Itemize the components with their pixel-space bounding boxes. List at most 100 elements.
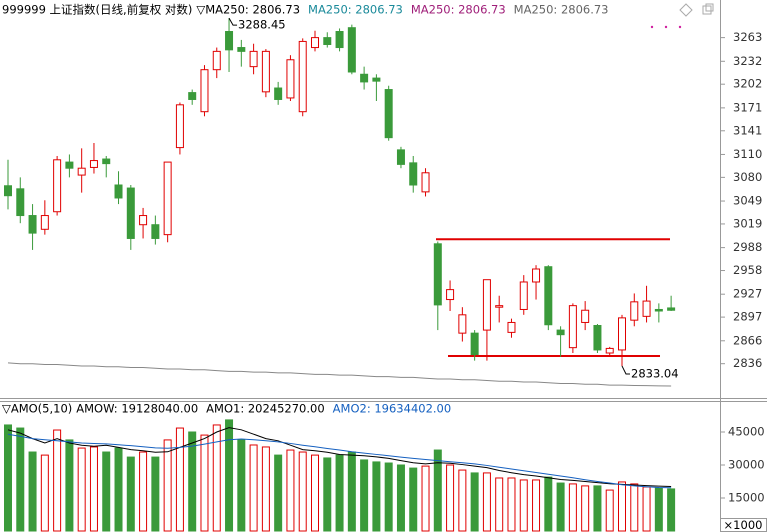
panel-title: 999999 上证指数(日线,前复权 对数) <box>2 3 192 17</box>
y-tick-label: 2866 <box>733 333 762 347</box>
candle-body <box>519 281 528 310</box>
candle-body <box>630 301 639 321</box>
candle-body <box>544 266 553 326</box>
volume-bar <box>40 454 49 532</box>
y-tick-label: 30000 <box>728 458 765 472</box>
candle-body <box>16 188 25 217</box>
volume-bar <box>65 439 74 532</box>
volume-bar <box>311 454 319 532</box>
volume-bar <box>421 465 430 532</box>
candle-body <box>286 59 295 99</box>
volume-bar <box>360 459 369 532</box>
candle-body <box>654 308 663 312</box>
volume-bar <box>249 444 258 532</box>
volume-bar <box>139 451 148 532</box>
candle-body <box>446 289 455 301</box>
volume-bar <box>89 446 98 532</box>
annotation-label: 3288.45 <box>238 18 286 32</box>
candle-body <box>605 347 614 354</box>
volume-bar <box>396 464 405 532</box>
volume-bar <box>642 486 651 532</box>
volume-bar <box>298 451 307 532</box>
y-tick-label: 3263 <box>733 30 762 44</box>
y-tick-label: 3141 <box>733 123 762 137</box>
candle-body <box>212 50 221 71</box>
volume-bar <box>667 488 676 532</box>
volume-bar <box>470 472 479 532</box>
candle-body <box>618 317 626 351</box>
volume-bar <box>200 434 209 532</box>
candle-body <box>163 161 172 236</box>
volume-bar <box>237 439 246 532</box>
candle-body <box>347 27 356 73</box>
volume-bar <box>581 485 590 532</box>
candle-body <box>28 215 37 234</box>
volume-bar <box>495 477 504 532</box>
candle-body <box>581 309 590 323</box>
y-tick-label: 45000 <box>728 425 765 439</box>
volume-bar <box>630 483 639 532</box>
y-tick-label: 3171 <box>733 100 762 114</box>
volume-bar <box>323 457 332 532</box>
y-tick-label: 3202 <box>733 77 762 91</box>
volume-ma-line <box>7 433 672 489</box>
volume-bar <box>274 454 283 532</box>
candle-body <box>556 329 565 336</box>
volume-bar <box>175 427 184 532</box>
volume-bar <box>225 419 234 532</box>
volume-bar <box>16 427 25 532</box>
y-tick-label: 3110 <box>733 147 762 161</box>
candle-body <box>298 40 307 113</box>
legend-entry: MA250: 2806.73 <box>308 3 403 17</box>
volume-bar <box>53 429 62 532</box>
candle-body <box>175 104 184 149</box>
candle-body <box>409 162 418 186</box>
candle-body <box>396 149 405 165</box>
legend-entry: AMO1: 20245270.00 <box>206 402 325 416</box>
candle-body <box>65 161 74 169</box>
candle-body <box>40 215 49 230</box>
icon-window[interactable] <box>705 3 714 12</box>
volume-bar <box>163 439 172 532</box>
candle-body <box>311 37 319 49</box>
candle-body <box>323 37 332 45</box>
volume-bar <box>593 485 602 532</box>
legend-entry: AMO2: 19634402.00 <box>333 402 452 416</box>
volume-bar <box>4 424 12 532</box>
volume-bar <box>188 431 197 532</box>
icon-diamond[interactable] <box>679 3 693 17</box>
annotation-label: 2833.04 <box>631 366 679 380</box>
menu-dot[interactable] <box>664 25 668 29</box>
y-tick-label: 2836 <box>733 356 762 370</box>
volume-bar <box>261 446 270 532</box>
candle-body <box>200 69 209 113</box>
legend-entry: MA250: 2806.73 <box>411 3 506 17</box>
candle-body <box>237 47 246 52</box>
menu-dot[interactable] <box>650 25 654 29</box>
legend-entry: ▽MA250: 2806.73 <box>196 3 300 17</box>
volume-bar <box>532 479 541 532</box>
candle-body <box>421 172 430 193</box>
volume-bar <box>519 479 528 532</box>
volume-bar <box>102 451 111 532</box>
volume-bar <box>544 476 553 532</box>
candle-body <box>433 243 442 306</box>
ma-line <box>7 362 672 387</box>
volume-bar <box>458 469 467 532</box>
candle-body <box>372 77 381 82</box>
candle-body <box>458 314 467 334</box>
candle-body <box>225 31 234 51</box>
menu-dot[interactable] <box>678 25 682 29</box>
volume-bar <box>212 424 221 532</box>
y-tick-label: 3232 <box>733 54 762 68</box>
candle-body <box>139 215 148 226</box>
annotation-arrow <box>228 17 238 26</box>
y-tick-label: 15000 <box>728 491 765 505</box>
volume-bar <box>286 449 295 532</box>
icon-window[interactable] <box>702 5 712 15</box>
candle-body <box>568 305 577 349</box>
candle-body <box>89 160 98 168</box>
